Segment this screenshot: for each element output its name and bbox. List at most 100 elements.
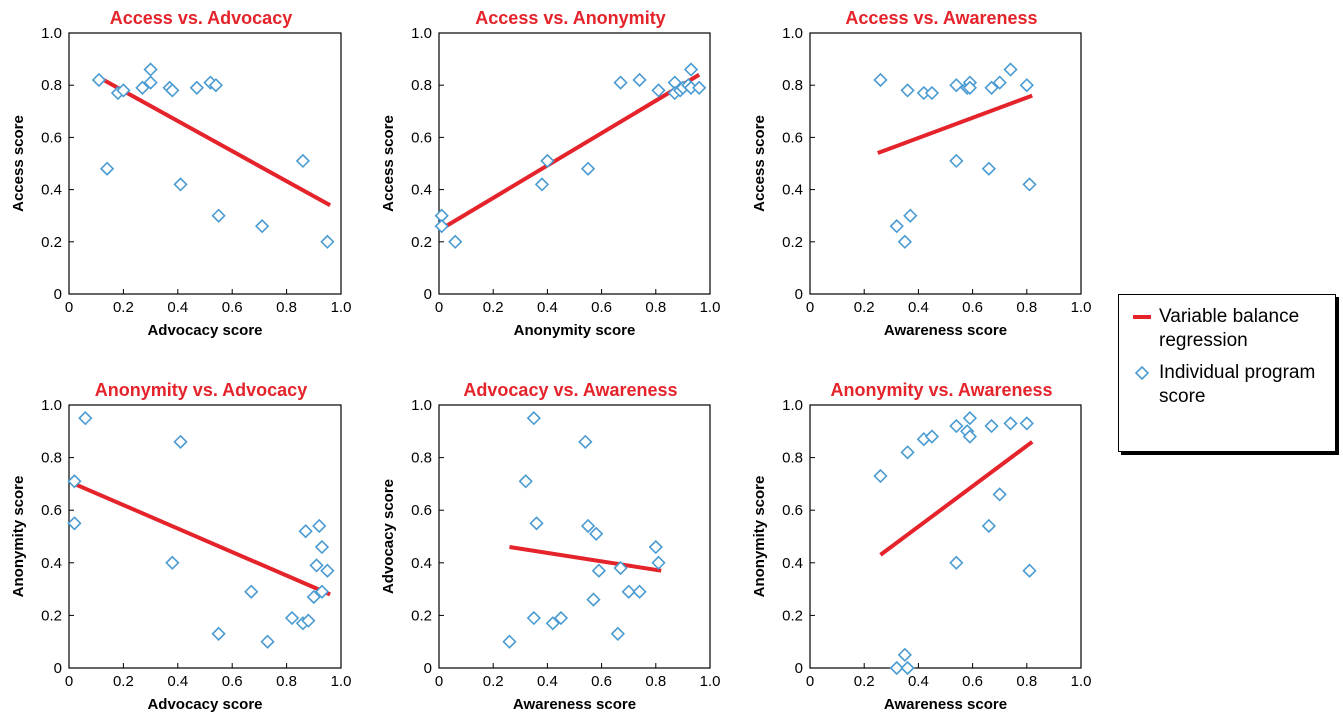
data-point (165, 83, 180, 98)
data-point (610, 626, 625, 641)
data-point (545, 616, 560, 631)
data-point (586, 592, 601, 607)
data-point (529, 516, 544, 531)
data-point (1019, 416, 1034, 431)
x-tick-label: 1.0 (1071, 299, 1092, 316)
data-point (1022, 563, 1037, 578)
y-tick-label: 1.0 (41, 397, 62, 414)
data-point (67, 516, 82, 531)
legend-item-regression: Variable balance regression (1133, 305, 1329, 353)
data-point (301, 613, 316, 628)
chart-title: Anonymity vs. Awareness (830, 380, 1052, 400)
regression-line (879, 440, 1034, 557)
data-point (992, 75, 1007, 90)
y-tick-label: 0.6 (411, 129, 432, 146)
y-tick-label: 0.4 (41, 555, 62, 572)
chart-panel: Access vs. Awareness 0 0.2 0.4 0.6 0.8 1.0 0 0.2… (751, 8, 1091, 339)
data-point (526, 610, 541, 626)
y-axis-label: Advocacy score (380, 479, 397, 594)
x-axis-label: Awareness score (884, 696, 1007, 713)
regression-line-swatch (1133, 315, 1151, 319)
y-tick-label: 0.8 (411, 450, 432, 467)
plot-frame (438, 404, 711, 669)
data-point (1003, 416, 1018, 431)
data-point (873, 468, 888, 484)
y-tick-label: 0 (795, 286, 803, 303)
data-point (540, 153, 555, 169)
plot-frame (438, 32, 711, 295)
regression-line (440, 73, 701, 231)
data-point (900, 660, 915, 676)
data-point (78, 411, 93, 426)
x-axis-label: Anonymity score (514, 322, 636, 339)
data-point (173, 177, 188, 192)
data-point (99, 161, 115, 176)
data-point (683, 62, 699, 77)
data-point (981, 161, 996, 176)
y-tick-label: 0 (54, 660, 62, 677)
data-point (900, 445, 915, 460)
regression-line (877, 93, 1033, 155)
chart-title: Access vs. Advocacy (110, 8, 292, 28)
data-point (889, 219, 904, 234)
x-tick-label: 0.6 (591, 673, 612, 690)
legend-item-points: Individual program score (1133, 361, 1329, 409)
x-axis-label: Awareness score (513, 696, 636, 713)
y-tick-label: 0.8 (41, 450, 62, 467)
data-point (67, 474, 82, 489)
diamond-marker-icon (1134, 365, 1150, 381)
data-point (962, 429, 978, 444)
x-tick-label: 0.8 (645, 673, 666, 690)
data-point (984, 418, 999, 434)
y-tick-label: 1.0 (782, 25, 803, 42)
data-point (578, 434, 593, 449)
x-axis-label: Awareness score (884, 322, 1007, 339)
data-point (173, 434, 188, 449)
chart-title: Access vs. Awareness (845, 8, 1037, 28)
y-tick-label: 0 (795, 660, 803, 677)
data-point (254, 219, 270, 234)
y-tick-label: 0.8 (41, 77, 62, 94)
chart-panel: Access vs. Anonymity 0 0.2 0.4 0.6 0.8 1.0 0 0.2… (380, 8, 720, 339)
data-point (962, 411, 978, 426)
y-tick-label: 0.2 (411, 234, 432, 251)
data-point (1019, 78, 1034, 93)
x-tick-label: 0.4 (167, 299, 188, 316)
data-point (553, 610, 569, 626)
data-point (632, 72, 647, 88)
data-point (244, 584, 259, 599)
y-axis-label: Access score (10, 115, 27, 212)
x-tick-label: 0.4 (537, 299, 558, 316)
y-axis-label: Anonymity score (10, 476, 27, 598)
data-point (502, 634, 517, 649)
chart-panel: Advocacy vs. Awareness 0 0.2 0.4 0.6 0.8 1.0 0 0… (380, 380, 720, 713)
y-tick-label: 0.8 (782, 450, 803, 467)
plot-frame (809, 32, 1082, 295)
x-tick-label: 1.0 (700, 673, 721, 690)
data-point (897, 647, 912, 662)
data-point (900, 83, 915, 98)
data-point (889, 660, 904, 676)
x-tick-label: 0.6 (222, 299, 243, 316)
plot-frame (68, 404, 342, 669)
regression-line (509, 545, 662, 573)
data-point (295, 153, 311, 169)
data-point (648, 539, 663, 555)
y-tick-label: 0.4 (782, 555, 803, 572)
chart-title: Advocacy vs. Awareness (463, 380, 677, 400)
data-point (873, 72, 888, 88)
y-tick-label: 0.4 (782, 182, 803, 199)
x-tick-label: 0.8 (645, 299, 666, 316)
y-axis-label: Anonymity score (751, 476, 768, 598)
legend-label-regression: Variable balance regression (1159, 306, 1300, 351)
x-tick-label: 1.0 (331, 299, 352, 316)
y-axis-label: Access score (380, 115, 397, 212)
data-point (981, 518, 996, 534)
y-tick-label: 0.6 (782, 129, 803, 146)
y-tick-label: 1.0 (411, 397, 432, 414)
data-point (992, 487, 1007, 502)
x-tick-label: 0.6 (962, 673, 983, 690)
data-point (314, 584, 330, 599)
data-point (189, 80, 204, 95)
x-tick-label: 0 (806, 299, 814, 316)
